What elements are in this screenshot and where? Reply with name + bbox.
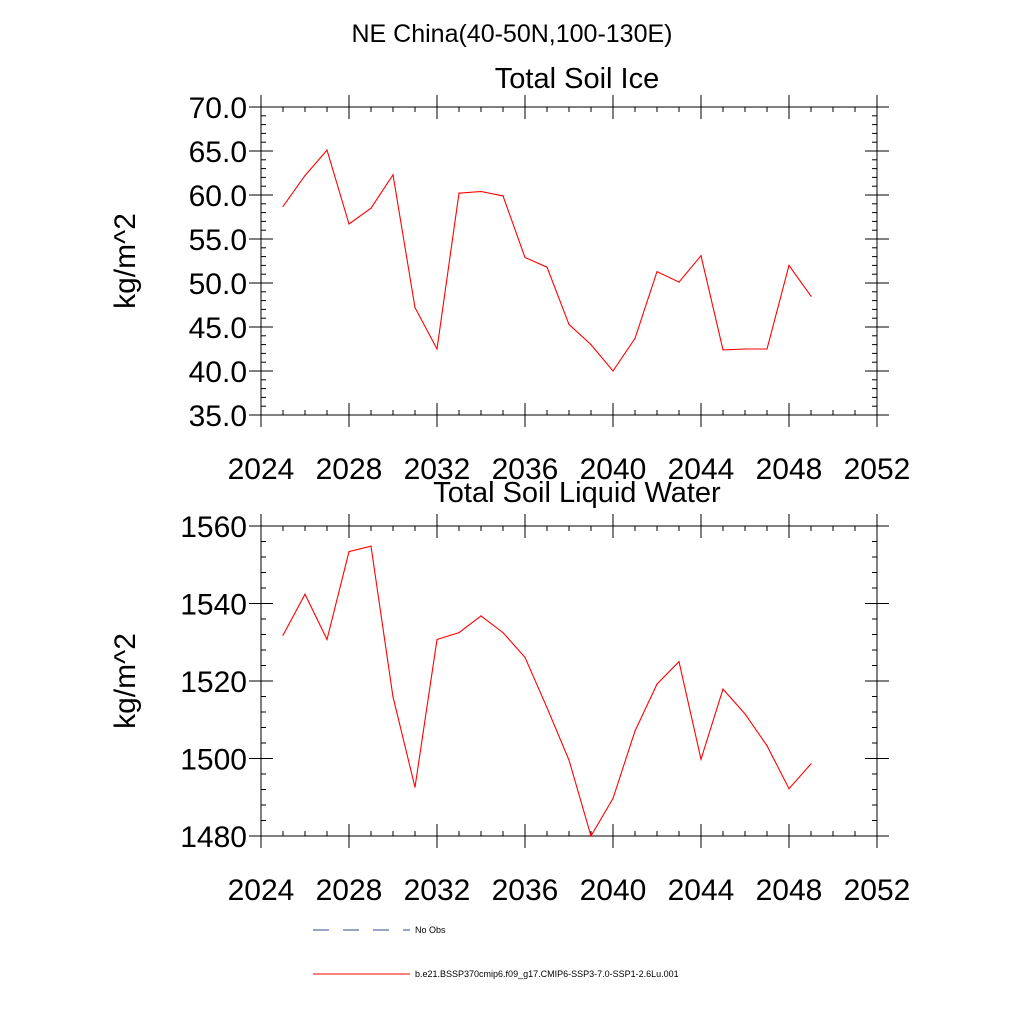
x-tick-label-2044: 2044 <box>668 874 735 907</box>
data-point-2045 <box>722 349 724 351</box>
legend-label-no-obs: No Obs <box>415 925 446 935</box>
panel-title: Total Soil Ice <box>495 63 659 95</box>
data-point-2041 <box>634 337 636 340</box>
legend: No Obs b.e21.BSSP370cmip6.f09_g17.CMIP6-… <box>313 925 679 979</box>
data-point-2039 <box>590 344 592 346</box>
data-point-2032 <box>436 638 438 641</box>
data-point-2046 <box>744 348 746 350</box>
y-axis-label: kg/m^2 <box>109 213 142 309</box>
data-point-2035 <box>502 631 504 634</box>
data-point-2037 <box>546 266 548 268</box>
data-point-2033 <box>458 631 460 634</box>
y-tick-label-60: 60.0 <box>189 180 247 213</box>
x-tick-label-2036: 2036 <box>492 874 559 907</box>
series-line <box>282 545 812 838</box>
data-point-2028 <box>348 223 350 225</box>
legend-label-model-run: b.e21.BSSP370cmip6.f09_g17.CMIP6-SSP3-7.… <box>415 969 679 979</box>
data-point-2025 <box>282 205 284 208</box>
y-tick-label-1540: 1540 <box>180 589 247 622</box>
x-tick-label-2024: 2024 <box>228 874 295 907</box>
y-axis-label: kg/m^2 <box>109 633 142 729</box>
y-tick-label-1560: 1560 <box>180 511 247 544</box>
data-point-2047 <box>766 745 768 747</box>
data-point-2031 <box>414 786 416 788</box>
y-tick-label-35: 35.0 <box>189 400 247 433</box>
x-tick-label-2052: 2052 <box>844 453 911 486</box>
y-tick-label-40: 40.0 <box>189 356 247 389</box>
x-tick-label-2048: 2048 <box>756 874 823 907</box>
x-tick-label-2036: 2036 <box>492 453 559 486</box>
data-point-2042 <box>656 270 658 273</box>
data-point-2049 <box>810 763 812 765</box>
panel-title: Total Soil Liquid Water <box>433 477 721 509</box>
data-point-2042 <box>656 683 658 685</box>
data-point-2027 <box>326 638 328 641</box>
data-point-2044 <box>700 758 702 760</box>
data-point-2027 <box>326 149 328 151</box>
data-point-2029 <box>370 545 372 547</box>
data-point-2034 <box>480 615 482 617</box>
data-point-2040 <box>612 797 614 800</box>
y-tick-label-50: 50.0 <box>189 268 247 301</box>
x-tick-label-2024: 2024 <box>228 453 295 486</box>
data-point-2039 <box>590 835 592 837</box>
data-point-2041 <box>634 730 636 732</box>
x-tick-label-2040: 2040 <box>580 453 647 486</box>
y-tick-label-1520: 1520 <box>180 666 247 699</box>
data-point-2047 <box>766 348 768 350</box>
x-tick-label-2044: 2044 <box>668 453 735 486</box>
data-point-2044 <box>700 255 702 257</box>
x-tick-label-2028: 2028 <box>316 874 383 907</box>
data-point-2034 <box>480 190 482 193</box>
data-point-2029 <box>370 207 372 209</box>
panel-total-soil-liquid-water: Total Soil Liquid Water kg/m^2 2024 2028 203… <box>109 477 910 907</box>
data-point-2030 <box>392 696 394 698</box>
data-point-2033 <box>458 192 460 194</box>
data-point-2031 <box>414 307 416 309</box>
data-point-2025 <box>282 634 284 636</box>
y-tick-label-1480: 1480 <box>180 821 247 854</box>
y-tick-label-65: 65.0 <box>189 136 247 169</box>
figure-title: NE China(40-50N,100-130E) <box>351 20 672 48</box>
plot-frame <box>260 525 878 837</box>
data-point-2038 <box>568 323 570 325</box>
data-point-2048 <box>788 264 790 266</box>
data-point-2048 <box>788 788 790 790</box>
x-tick-label-2052: 2052 <box>844 874 911 907</box>
data-point-2036 <box>524 256 526 259</box>
data-point-2030 <box>392 174 394 176</box>
data-point-2043 <box>678 281 680 283</box>
data-point-2037 <box>546 707 548 709</box>
data-point-2049 <box>810 295 812 297</box>
x-tick-label-2032: 2032 <box>404 874 471 907</box>
data-point-2028 <box>348 550 350 553</box>
data-point-2040 <box>612 370 614 372</box>
data-point-2026 <box>304 175 306 177</box>
data-point-2026 <box>304 593 306 595</box>
panel-total-soil-ice: Total Soil Ice kg/m^2 2024 2028 2032 2036 2040… <box>109 63 910 486</box>
data-point-2032 <box>436 348 438 350</box>
series-line <box>282 148 812 372</box>
data-point-2035 <box>502 195 504 197</box>
x-tick-label-2048: 2048 <box>756 453 823 486</box>
y-tick-label-55: 55.0 <box>189 224 247 257</box>
y-tick-label-45: 45.0 <box>189 312 247 345</box>
x-tick-label-2040: 2040 <box>580 874 647 907</box>
data-point-2045 <box>722 688 724 690</box>
data-point-2046 <box>744 713 746 715</box>
data-point-2036 <box>524 656 526 658</box>
y-tick-label-70: 70.0 <box>189 92 247 125</box>
data-point-2038 <box>568 759 570 761</box>
y-tick-label-1500: 1500 <box>180 744 247 777</box>
data-point-2043 <box>678 661 680 663</box>
x-tick-label-2028: 2028 <box>316 453 383 486</box>
x-tick-label-2032: 2032 <box>404 453 471 486</box>
plot-frame <box>260 106 878 416</box>
